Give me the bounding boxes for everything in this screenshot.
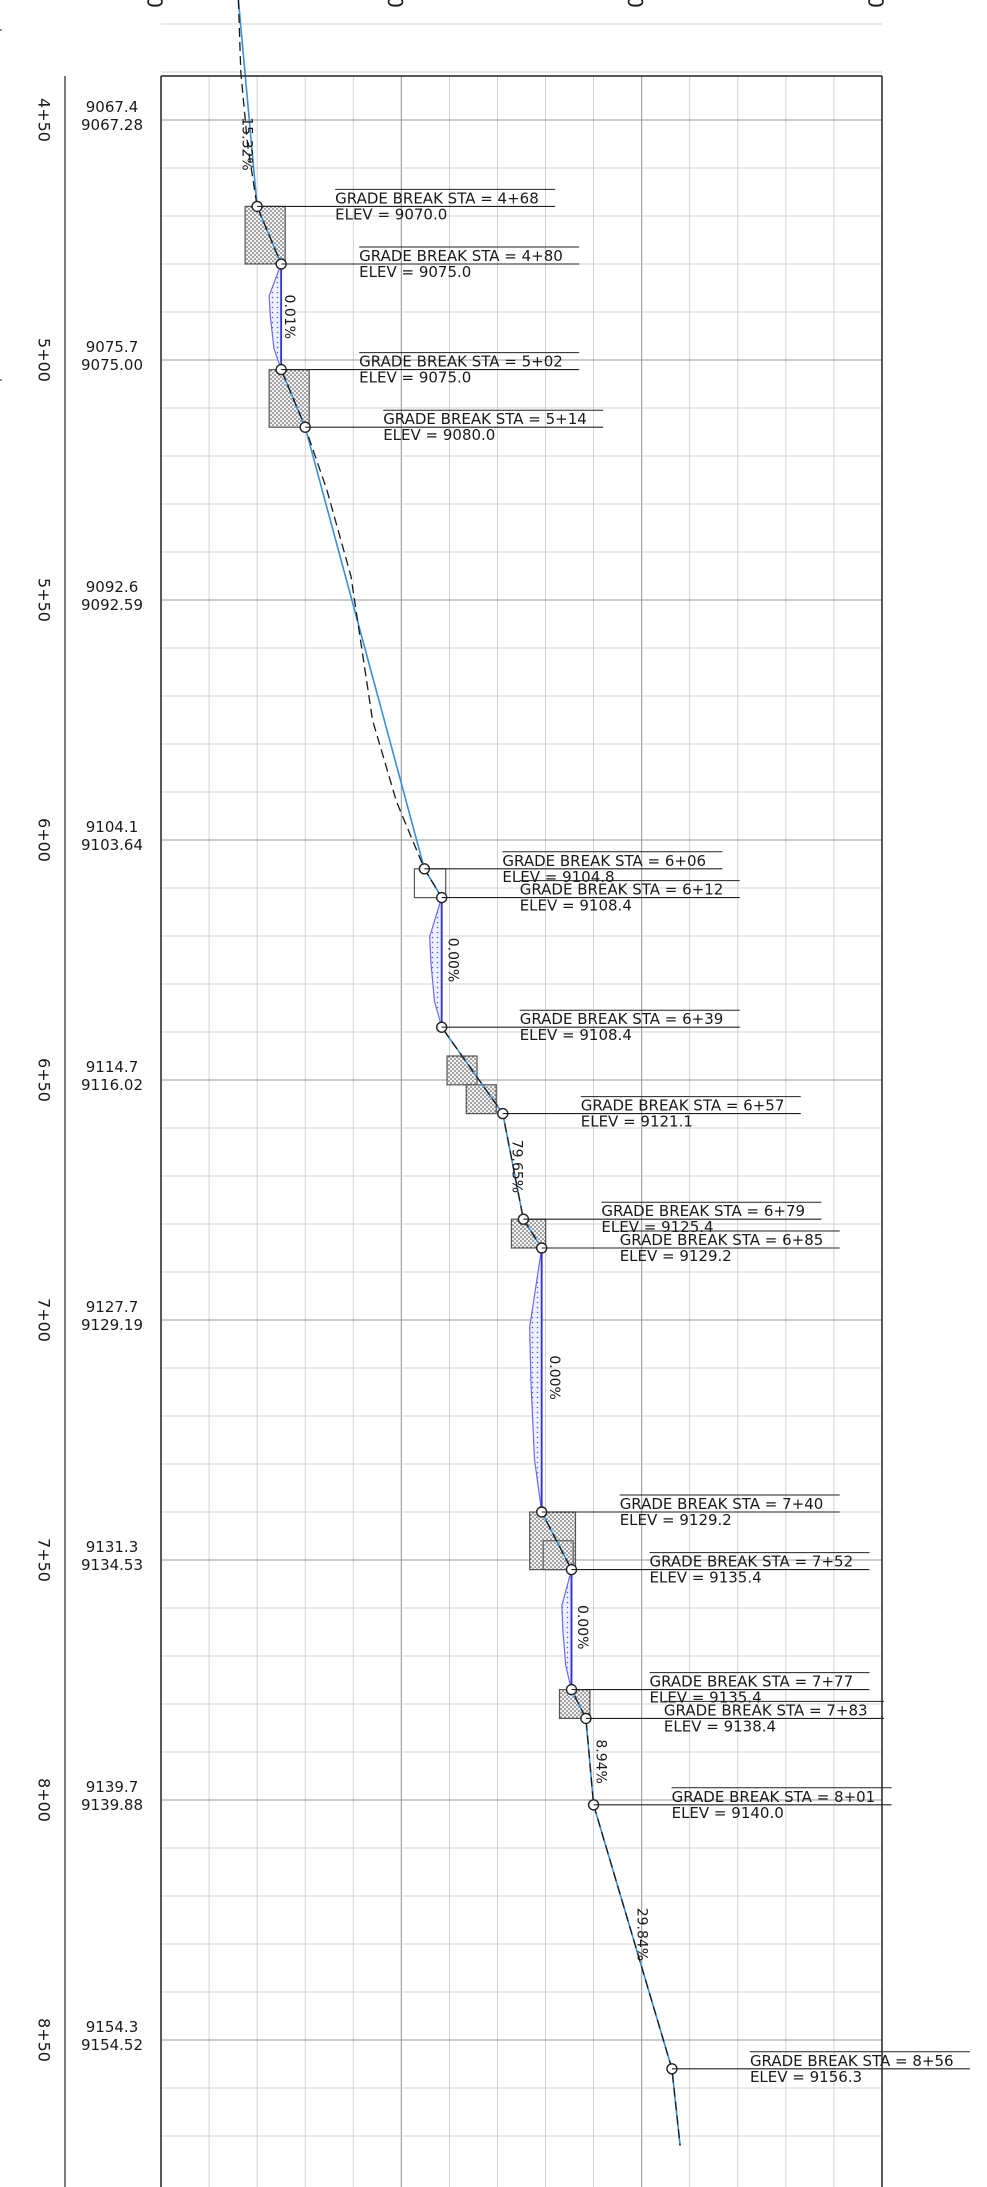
station-label: 4+50 bbox=[35, 98, 54, 142]
station-label: 5+50 bbox=[35, 578, 54, 622]
slope-label: 0.00% bbox=[574, 1605, 590, 1649]
existing-elevation-value: 9075.7 bbox=[86, 338, 139, 356]
existing-elevation-value: 9104.1 bbox=[86, 818, 139, 836]
existing-elevation-value: 9067.4 bbox=[86, 98, 139, 116]
slope-label: 8.94% bbox=[592, 1739, 608, 1783]
slope-label: 0.00% bbox=[546, 1355, 562, 1399]
grade-break-station: GRADE BREAK STA = 4+68 bbox=[335, 189, 539, 207]
elevation-axis: 9050 9100 9150 9200 bbox=[143, 0, 888, 8]
grade-break-station: GRADE BREAK STA = 6+39 bbox=[520, 1010, 724, 1028]
frame bbox=[160, 75, 883, 2187]
landing-box bbox=[465, 1084, 497, 1115]
grade-break-elevation: ELEV = 9129.2 bbox=[620, 1511, 732, 1529]
station-label: 5+00 bbox=[35, 338, 54, 382]
grade-break-elevation: ELEV = 9108.4 bbox=[520, 1026, 632, 1044]
station-label: 6+00 bbox=[35, 818, 54, 862]
grade-break-station: GRADE BREAK STA = 7+77 bbox=[649, 1673, 853, 1691]
grade-break-station: GRADE BREAK STA = 6+79 bbox=[601, 1202, 805, 1220]
grade-break-station: GRADE BREAK STA = 8+01 bbox=[672, 1788, 876, 1806]
elevation-tick-9150: 9150 bbox=[623, 0, 647, 8]
profile-lines bbox=[237, 0, 681, 2146]
proposed-elevation-value: 9129.19 bbox=[81, 1316, 143, 1334]
grade-break-elevation: ELEV = 9075.0 bbox=[359, 369, 471, 387]
fill-regions bbox=[268, 263, 573, 1690]
grade-break-elevation: ELEV = 9080.0 bbox=[383, 426, 495, 444]
grade-break-station: GRADE BREAK STA = 7+52 bbox=[649, 1553, 853, 1571]
proposed-elevation-value: 9139.88 bbox=[81, 1796, 143, 1814]
proposed-elevation-value: 9092.59 bbox=[81, 596, 143, 614]
slope-label: 79.65% bbox=[509, 1140, 525, 1193]
grade-break-station: GRADE BREAK STA = 5+02 bbox=[359, 353, 563, 371]
grade-break-elevation: ELEV = 9138.4 bbox=[664, 1717, 776, 1735]
grade-break-elevation: ELEV = 9108.4 bbox=[520, 897, 632, 915]
existing-elevation-value: 9131.3 bbox=[86, 1538, 139, 1556]
fill-region bbox=[561, 1569, 573, 1690]
grade-break-station: GRADE BREAK STA = 8+56 bbox=[750, 2052, 954, 2070]
grade-break-station: GRADE BREAK STA = 5+14 bbox=[383, 410, 587, 428]
station-label: 8+50 bbox=[35, 2018, 54, 2062]
elevation-tick-9050: 9050 bbox=[143, 0, 167, 8]
station-label: 6+50 bbox=[35, 1058, 54, 1102]
grade-break-station: GRADE BREAK STA = 7+40 bbox=[620, 1495, 824, 1513]
grade-break-elevation: ELEV = 9135.4 bbox=[649, 1569, 761, 1587]
proposed-elevation-value: 9067.28 bbox=[81, 116, 143, 134]
grade-break-elevation: ELEV = 9121.1 bbox=[581, 1113, 693, 1131]
grade-break-elevation: ELEV = 9135.4 bbox=[649, 1689, 761, 1707]
station-label: 7+50 bbox=[35, 1538, 54, 1582]
grade-break-station: GRADE BREAK STA = 6+57 bbox=[581, 1097, 785, 1115]
station-label: 8+00 bbox=[35, 1778, 54, 1822]
station-label: 7+00 bbox=[35, 1298, 54, 1342]
proposed-elevation-value: 9134.53 bbox=[81, 1556, 143, 1574]
grade-break-elevation: ELEV = 9075.0 bbox=[359, 263, 471, 281]
existing-ground-line bbox=[237, 0, 681, 2146]
fill-region bbox=[429, 897, 443, 1028]
fill-region bbox=[268, 263, 282, 370]
existing-elevation-value: 9114.7 bbox=[86, 1058, 139, 1076]
slope-label: 0.00% bbox=[444, 938, 460, 982]
slope-labels: 15.32% 0.01% 0.00% 79.65% 0.00% 0.00% 8.94% 29.… bbox=[239, 117, 650, 1961]
elevation-tick-9200: 9200 bbox=[864, 0, 888, 8]
landing-box bbox=[268, 369, 310, 428]
grade-break-elevation: ELEV = 9125.4 bbox=[601, 1218, 713, 1236]
proposed-elevation-value: 9103.64 bbox=[81, 836, 143, 854]
grade-break-elevation: ELEV = 9104.8 bbox=[502, 868, 614, 886]
grade-break-station: GRADE BREAK STA = 7+83 bbox=[664, 1701, 868, 1719]
proposed-elevation-value: 9116.02 bbox=[81, 1076, 143, 1094]
slope-label: 15.32% bbox=[239, 117, 255, 170]
existing-elevation-value: 9139.7 bbox=[86, 1778, 139, 1796]
proposed-elevation-value: 9075.00 bbox=[81, 356, 143, 374]
slope-label: 29.84% bbox=[634, 1908, 650, 1961]
elevation-tick-9100: 9100 bbox=[383, 0, 407, 8]
grade-break-elevation: ELEV = 9156.3 bbox=[750, 2068, 862, 2086]
grade-break-elevation: ELEV = 9070.0 bbox=[335, 205, 447, 223]
fill-region bbox=[529, 1247, 543, 1513]
proposed-elevation-value: 9154.52 bbox=[81, 2036, 143, 2054]
grade-break-station: GRADE BREAK STA = 4+80 bbox=[359, 247, 563, 265]
landing-box bbox=[244, 205, 286, 265]
grade-break-elevation: ELEV = 9129.2 bbox=[620, 1247, 732, 1265]
existing-elevation-value: 9092.6 bbox=[86, 578, 139, 596]
grid bbox=[0, 23, 882, 2187]
existing-elevation-value: 9127.7 bbox=[86, 1298, 139, 1316]
grade-break-station: GRADE BREAK STA = 6+85 bbox=[620, 1231, 824, 1249]
slope-label: 0.01% bbox=[281, 295, 297, 339]
grade-break-elevation: ELEV = 9140.0 bbox=[672, 1804, 784, 1822]
grade-break-station: GRADE BREAK STA = 6+06 bbox=[502, 852, 706, 870]
existing-elevation-value: 9154.3 bbox=[86, 2018, 139, 2036]
grade-break-station: GRADE BREAK STA = 6+12 bbox=[520, 881, 724, 899]
